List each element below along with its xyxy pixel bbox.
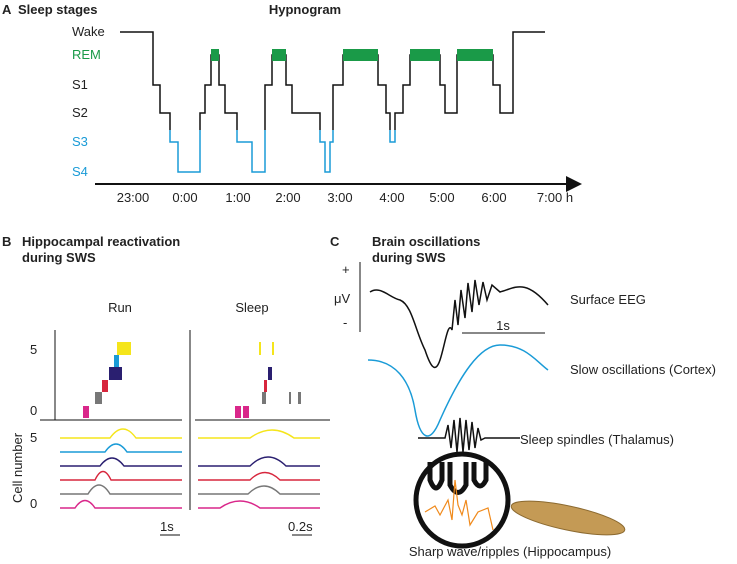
traces: [60, 428, 320, 509]
panel-title: during SWS: [372, 250, 446, 265]
time-label: 4:00: [379, 190, 404, 205]
time-label: 7:00 h: [537, 190, 573, 205]
time-label: 6:00: [481, 190, 506, 205]
trace-label: Surface EEG: [570, 292, 646, 307]
scale-label: 1s: [496, 318, 510, 333]
stage-label: S4: [72, 164, 88, 179]
stage-label: S3: [72, 134, 88, 149]
panel-title: during SWS: [22, 250, 96, 265]
panel-subtitle: Hypnogram: [269, 2, 341, 17]
time-label: 0:00: [172, 190, 197, 205]
stage-label: S2: [72, 105, 88, 120]
axis-label: 5: [30, 430, 37, 445]
panel-letter: C: [330, 234, 340, 249]
column-label: Sleep: [235, 300, 268, 315]
trace-label: Slow oscillations (Cortex): [570, 362, 716, 377]
axis-label: 0: [30, 496, 37, 511]
trace-label: Sleep spindles (Thalamus): [520, 432, 674, 447]
panel-title: Brain oscillations: [372, 234, 480, 249]
scale-label: 1s: [160, 519, 174, 534]
time-label: 5:00: [429, 190, 454, 205]
time-label: 3:00: [327, 190, 352, 205]
time-label: 2:00: [275, 190, 300, 205]
axis-label: +: [342, 262, 350, 277]
panel-title: Hippocampal reactivation: [22, 234, 180, 249]
stage-label: REM: [72, 47, 101, 62]
stage-label: S1: [72, 77, 88, 92]
raster: [40, 330, 330, 510]
panel-title: Sleep stages: [18, 2, 98, 17]
panel-letter: B: [2, 234, 11, 249]
hypnogram: [95, 31, 582, 192]
time-label: 23:00: [117, 190, 150, 205]
axis-label: μV: [334, 291, 350, 306]
stage-label: Wake: [72, 24, 105, 39]
trace-label: Sharp wave/ripples (Hippocampus): [409, 544, 611, 559]
time-label: 1:00: [225, 190, 250, 205]
y-axis-label: Cell number: [10, 432, 25, 503]
panel-letter: A: [2, 2, 12, 17]
time-labels: 23:00 0:00 1:00 2:00 3:00 4:00 5:00 6:00…: [117, 190, 573, 205]
stage-labels: Wake REM S1 S2 S3 S4: [72, 24, 105, 179]
column-label: Run: [108, 300, 132, 315]
axis-label: 0: [30, 403, 37, 418]
axis-label: -: [343, 315, 347, 330]
scale-label: 0.2s: [288, 519, 313, 534]
axis-label: 5: [30, 342, 37, 357]
